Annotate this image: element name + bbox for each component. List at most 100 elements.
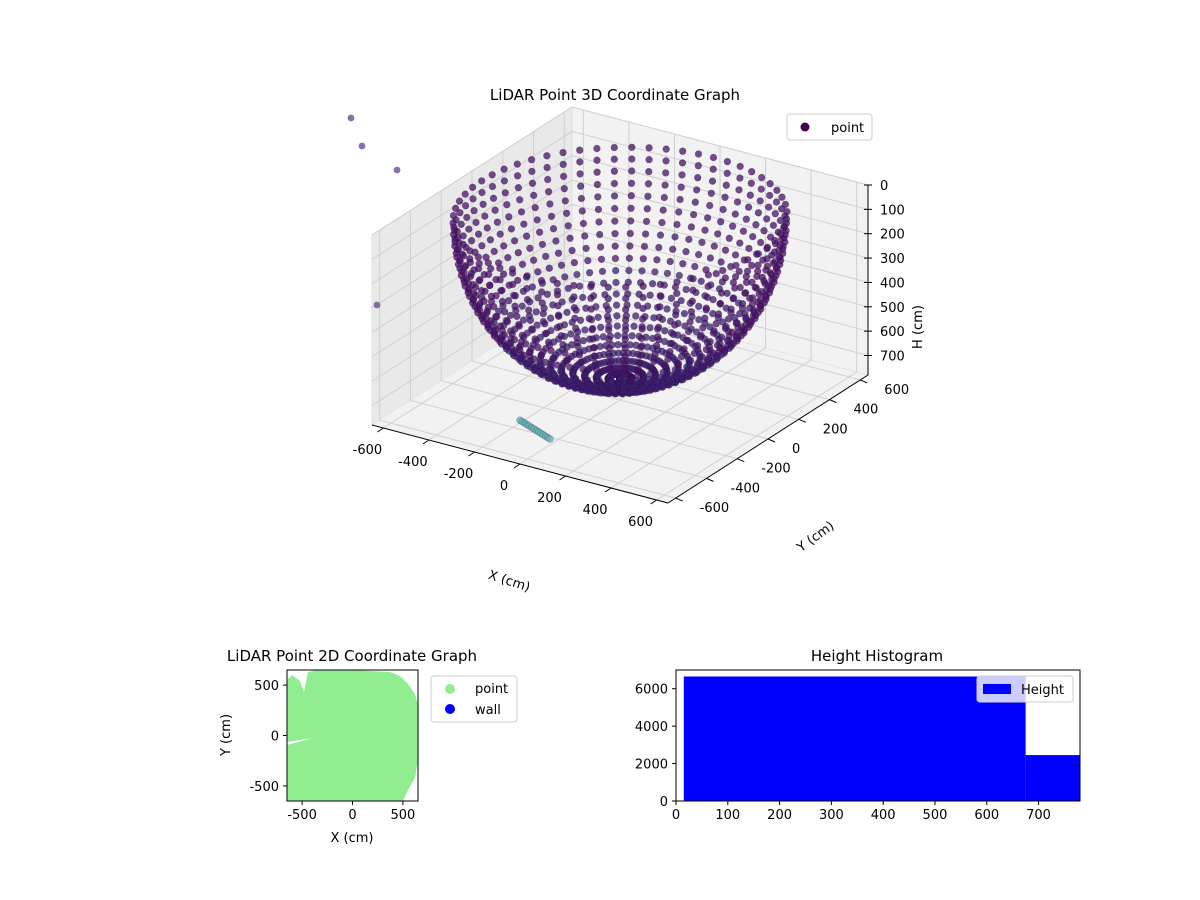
- chart-3d-point: [513, 312, 521, 321]
- chart-3d-point: [688, 365, 697, 374]
- chart-3d-point: [674, 359, 683, 368]
- chart-3d-point: [676, 195, 684, 204]
- chart-3d-grid-y: [410, 210, 707, 479]
- chart-3d-point: [559, 341, 567, 349]
- histogram-ytick-label: 6000: [635, 683, 668, 698]
- chart-3d-point: [454, 245, 463, 253]
- chart-3d-point: [553, 291, 562, 299]
- chart-3d-point: [549, 225, 558, 233]
- chart-3d-point: [645, 155, 653, 164]
- chart-3d-point: [671, 311, 680, 319]
- chart-3d-point: [771, 236, 779, 245]
- chart-2d-title: LiDAR Point 2D Coordinate Graph: [227, 647, 477, 665]
- chart-3d-point: [611, 266, 620, 275]
- chart-3d-point: [645, 144, 653, 152]
- chart-3d-point: [693, 174, 702, 182]
- chart-3d-point: [723, 336, 732, 345]
- chart-3d-point: [651, 350, 659, 358]
- chart-3d-title: LiDAR Point 3D Coordinate Graph: [490, 86, 740, 104]
- chart-3d-point: [642, 217, 651, 226]
- chart-3d-point: [523, 295, 532, 304]
- chart-3d-xtick-label: 200: [537, 491, 562, 506]
- chart-3d-point: [518, 302, 526, 310]
- chart-3d-point: [771, 210, 779, 218]
- chart-3d-point: [500, 242, 508, 250]
- chart-3d-point: [662, 157, 670, 165]
- chart-3d-ytick-label: 0: [792, 442, 800, 457]
- chart-3d-point: [689, 210, 698, 219]
- chart-3d-point: [730, 284, 739, 292]
- chart-3d-point: [671, 366, 679, 374]
- chart-3d-point: [525, 348, 534, 356]
- histogram-xtick-label: 600: [974, 808, 999, 823]
- chart-3d-legend: point: [786, 113, 873, 141]
- chart-3d-point: [684, 327, 693, 336]
- chart-3d-point: [604, 295, 612, 303]
- chart-3d-point: [500, 177, 509, 185]
- chart-3d-point: [523, 284, 531, 293]
- chart-3d-point: [697, 277, 705, 285]
- chart-3d-point: [492, 313, 501, 321]
- chart-3d-point: [534, 294, 542, 302]
- chart-3d-ztick-label: 400: [880, 276, 905, 291]
- chart-3d-point: [576, 182, 585, 190]
- chart-3d-point: [612, 278, 620, 287]
- chart-3d-point: [546, 200, 554, 208]
- chart-3d-point: [769, 221, 778, 230]
- chart-3d-point: [461, 263, 469, 271]
- chart-3d-point: [588, 335, 597, 343]
- chart-3d-point: [727, 305, 735, 313]
- chart-3d-point: [763, 255, 771, 263]
- chart-3d-point: [533, 321, 541, 329]
- chart-3d-point: [553, 361, 561, 369]
- chart-3d-point: [687, 308, 696, 316]
- chart-3d-point: [678, 159, 687, 167]
- chart-3d-point: [662, 145, 670, 153]
- chart-3d-point: [566, 363, 574, 371]
- chart-3d-point: [732, 319, 740, 327]
- chart-3d-point: [656, 292, 664, 300]
- chart-3d-point: [754, 261, 762, 269]
- chart-3d-point: [553, 279, 561, 288]
- chart-3d-point: [596, 323, 605, 331]
- chart-3d-zlabel: H (cm): [911, 305, 926, 349]
- chart-3d-xtick-mark: [422, 439, 430, 445]
- chart-2d-xtick-label: 500: [390, 808, 415, 823]
- chart-3d-point: [678, 368, 687, 377]
- chart-3d-point: [561, 273, 569, 281]
- histogram-ticks: 0 100 200 300 400 500 600 700 0 2000 4000 6000: [635, 683, 1051, 823]
- chart-3d-ytick-mark: [706, 477, 714, 482]
- chart-3d-point: [736, 174, 744, 182]
- chart-3d-point: [666, 257, 674, 266]
- chart-3d-point: [535, 228, 544, 236]
- chart-3d-point: [651, 268, 659, 276]
- chart-3d-point: [752, 221, 760, 229]
- chart-3d-point: [757, 173, 766, 182]
- chart-3d-point: [723, 157, 732, 166]
- chart-3d-ytick-mark: [829, 399, 837, 404]
- chart-3d-point: [469, 195, 477, 203]
- chart-3d-point: [718, 278, 727, 286]
- chart-3d-point: [628, 155, 636, 163]
- chart-3d-point: [744, 256, 752, 264]
- chart-3d-point: [468, 183, 477, 192]
- chart-3d-ztick-label: 500: [880, 301, 905, 316]
- chart-3d-point: [692, 186, 701, 194]
- chart-3d-point: [515, 344, 523, 352]
- chart-3d-ztick-label: 0: [880, 179, 888, 194]
- chart-3d-point: [724, 315, 733, 323]
- chart-3d-point: [503, 201, 511, 209]
- chart-3d-point: [537, 276, 546, 285]
- chart-3d-point: [653, 256, 661, 264]
- chart-3d-xtick-label: -400: [398, 455, 428, 470]
- chart-3d-point: [648, 280, 657, 288]
- chart-3d-grid-x: [656, 182, 858, 501]
- chart-3d-point: [529, 191, 538, 200]
- chart-3d-point: [593, 180, 602, 189]
- chart-3d-point: [593, 144, 601, 153]
- chart-3d-point: [689, 275, 697, 283]
- chart-3d-point: [597, 255, 606, 263]
- histogram-title: Height Histogram: [811, 647, 943, 665]
- chart-3d-point: [686, 356, 695, 365]
- chart-3d-point: [731, 210, 739, 218]
